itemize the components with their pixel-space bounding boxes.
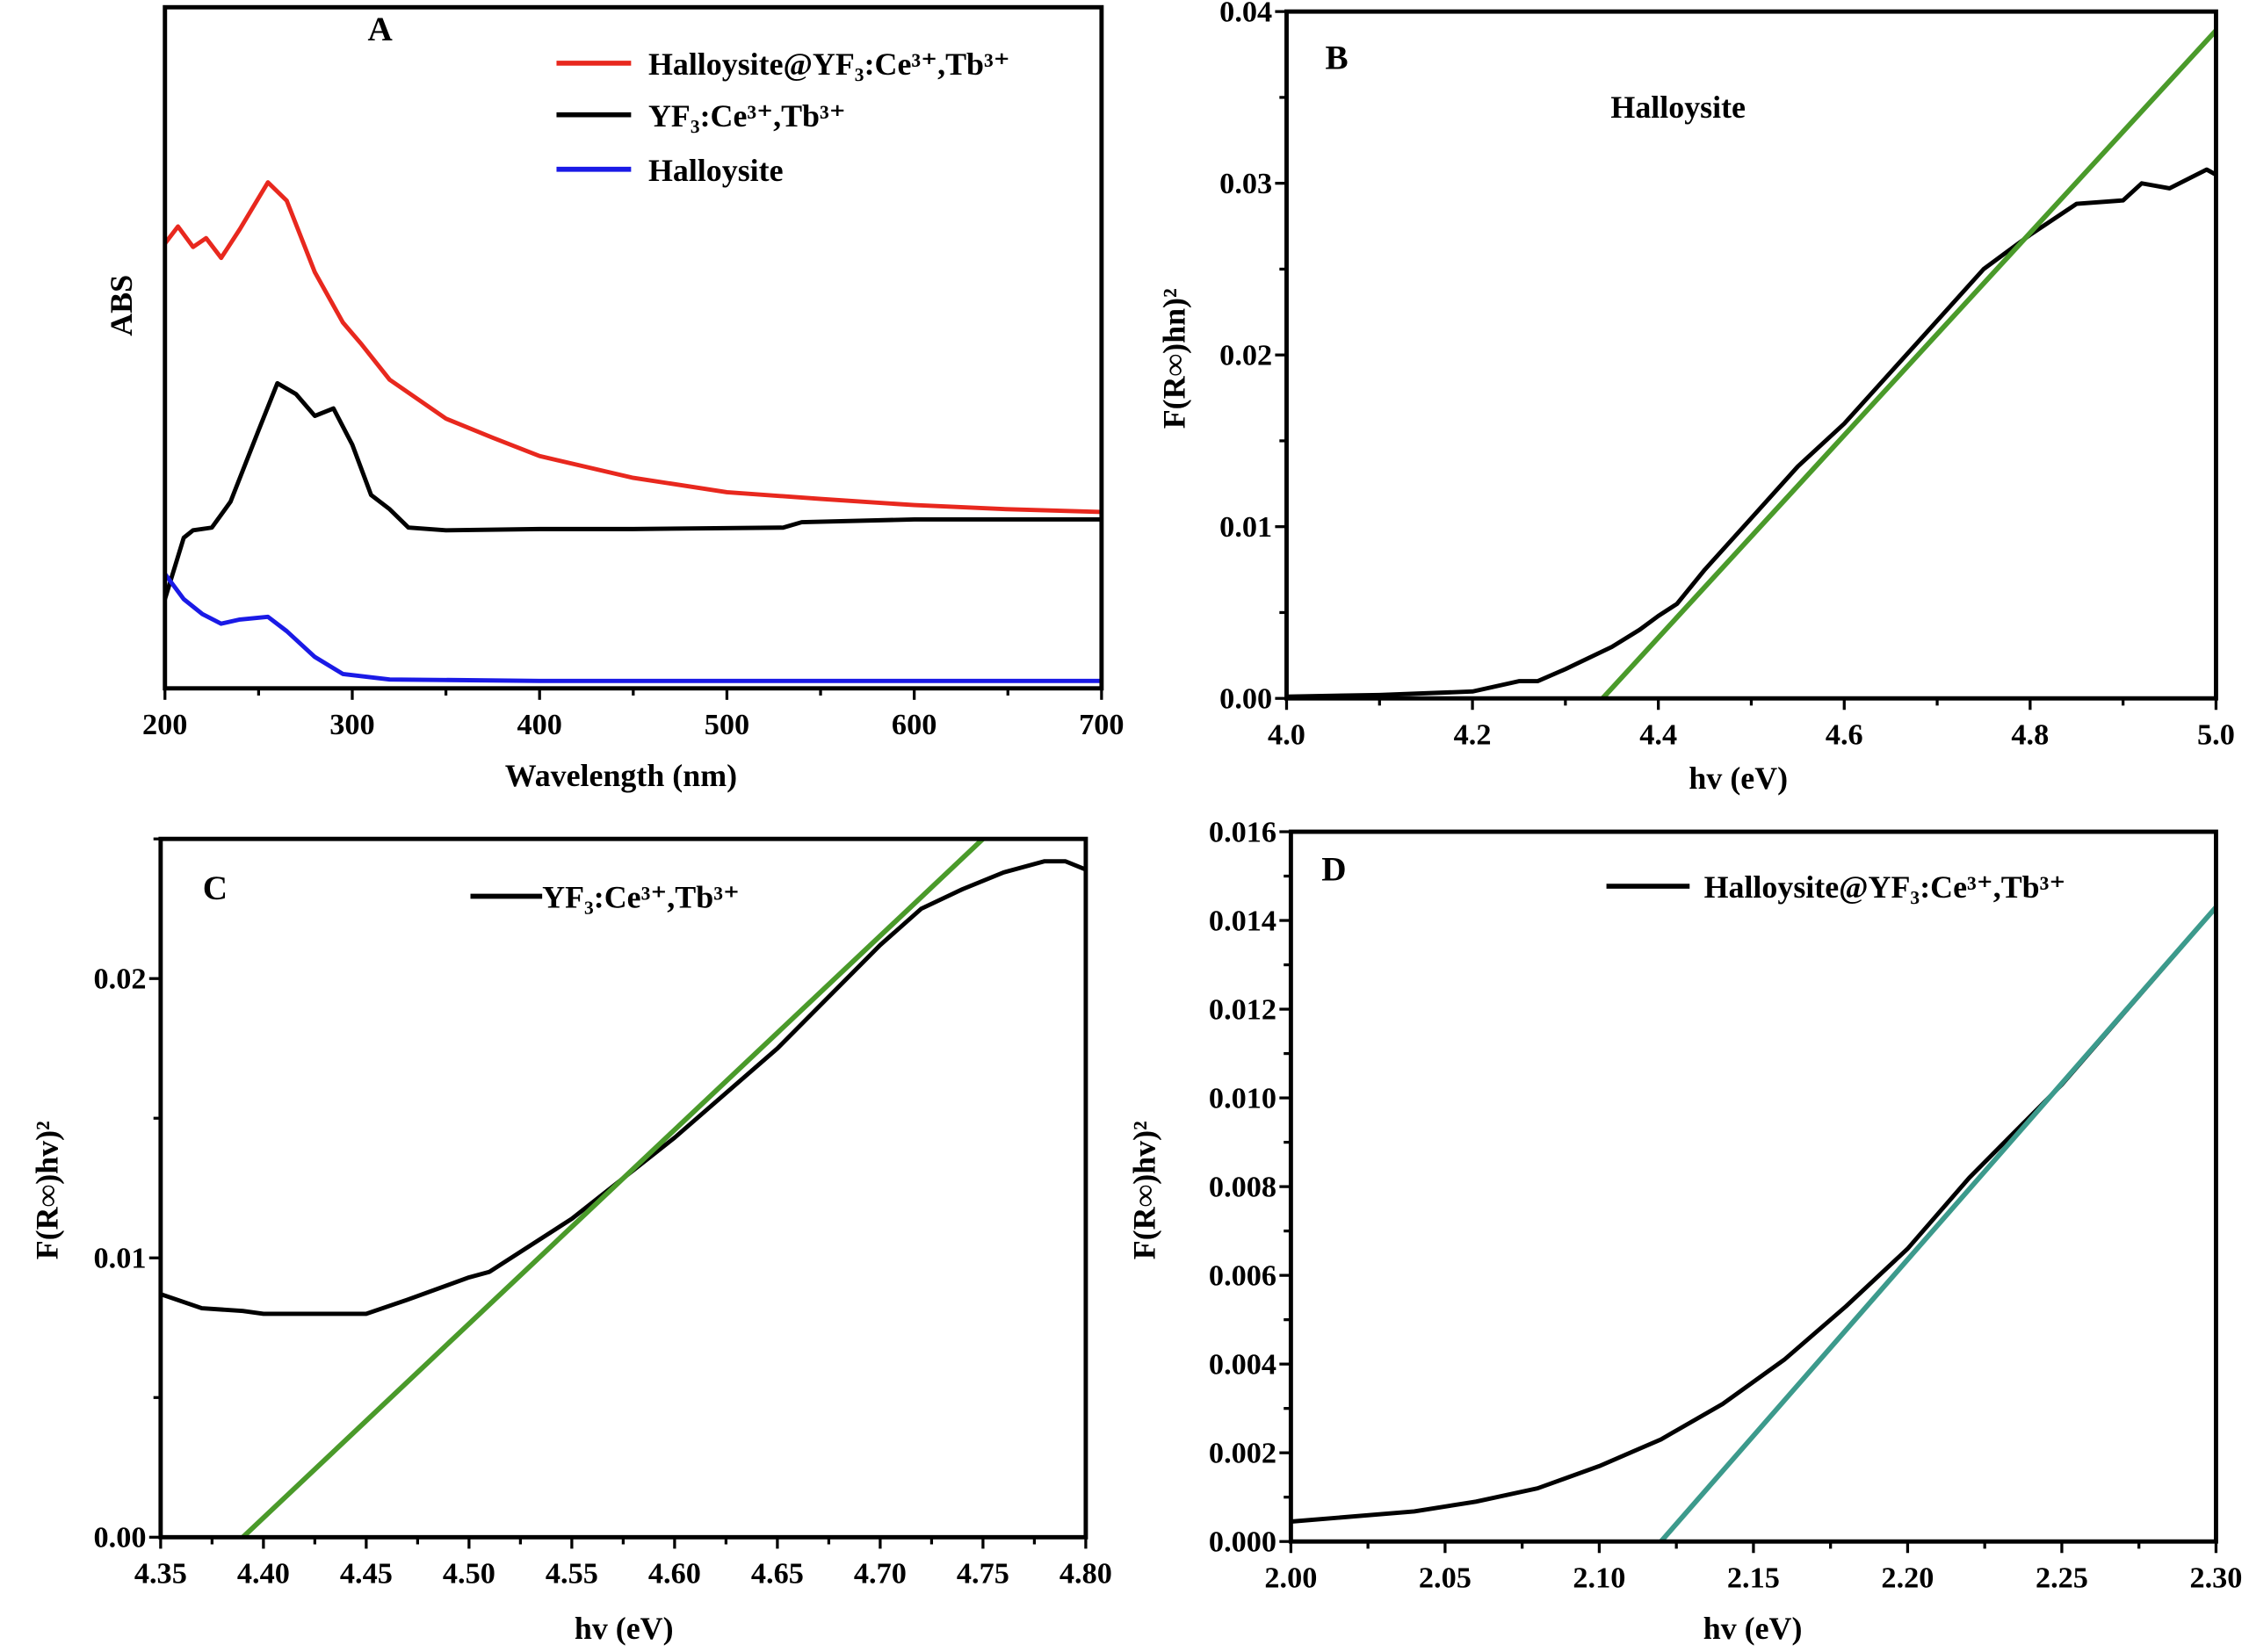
y-tick-label: 0.01 [94,1242,147,1275]
y-tick-label: 0.002 [1209,1437,1276,1470]
x-tick-label: 4.60 [648,1557,701,1591]
y-tick-label: 0.006 [1209,1259,1276,1293]
x-tick-label: 600 [892,708,936,741]
panel-c: 4.35 4.40 4.45 4.50 4.55 4.60 4.65 4.70 4.75 4.80… [29,836,1112,1646]
y-axis-title: F(R∞)hv)² [29,1121,64,1259]
x-tick-label: 4.40 [237,1557,290,1591]
y-tick-label: 0.02 [1219,339,1272,372]
series-line-2 [164,573,1102,683]
y-tick-label: 0.02 [94,963,147,996]
panel-letter: C [203,869,228,907]
fit-line [1659,905,2216,1542]
annotation: Halloysite [1610,90,1746,125]
x-tick-label: 500 [705,708,749,741]
y-tick-label: 0.008 [1209,1171,1276,1204]
legend-label: YF₃:Ce³⁺,Tb³⁺ [648,98,846,133]
plot-frame [1288,829,2218,1544]
x-tick-label: 4.6 [1826,718,1863,751]
y-tick-label: 0.000 [1209,1526,1276,1559]
x-tick-label: 2.30 [2189,1561,2242,1594]
x-tick-label: 2.20 [1881,1561,1934,1594]
panel-letter: D [1321,851,1346,889]
y-tick-label: 0.014 [1209,904,1276,937]
y-axis-title: F(R∞)hv)² [1126,1121,1161,1259]
y-tick-label: 0.010 [1209,1082,1276,1115]
panel-letter: A [368,11,393,48]
x-axis-title: hv (eV) [575,1611,674,1646]
x-tick-label: 4.35 [134,1557,187,1591]
y-axis-title: F(R∞)hn)² [1157,288,1192,429]
x-tick-label: 5.0 [2197,718,2235,751]
legend-label: YF₃:Ce³⁺,Tb³⁺ [542,880,740,915]
x-tick-label: 4.75 [957,1557,1009,1591]
x-tick-label: 4.8 [2011,718,2049,751]
x-tick-label: 400 [517,708,562,741]
data-line [1286,167,2216,699]
legend-label: Halloysite@YF₃:Ce³⁺,Tb³⁺ [1704,869,2066,905]
panel-d: 2.00 2.05 2.10 2.15 2.20 2.25 2.30 0.000 0.002 0.… [1126,815,2242,1646]
x-axis-title: hv (eV) [1703,1611,1803,1646]
x-axis-title: hv (eV) [1689,761,1788,796]
series-line-0 [164,180,1102,515]
fit-line [241,839,985,1538]
x-tick-label: 4.0 [1268,718,1305,751]
x-tick-label: 2.05 [1419,1561,1472,1594]
x-tick-label: 2.00 [1264,1561,1317,1594]
y-tick-label: 0.00 [1219,682,1272,716]
fit-line [1601,28,2216,699]
series-line-0 [160,859,1086,1317]
x-axis-title: Wavelength (nm) [505,758,737,793]
y-tick-label: 0.03 [1219,167,1272,200]
panel-letter: B [1326,39,1349,76]
series-line-1 [164,380,1102,600]
y-axis-title: ABS [104,275,139,336]
x-tick-label: 4.50 [443,1557,495,1591]
series-line-0 [1291,905,2216,1524]
y-tick-label: 0.00 [94,1521,147,1555]
x-tick-label: 4.55 [546,1557,598,1591]
x-tick-label: 700 [1079,708,1124,741]
panel-b: 4.0 4.2 4.4 4.6 4.8 5.0 0.00 0.01 0.02 0.03 0.04 hv… [1157,0,2235,796]
x-tick-label: 4.65 [751,1557,804,1591]
x-tick-label: 2.15 [1727,1561,1780,1594]
legend-label: Halloysite@YF₃:Ce³⁺,Tb³⁺ [648,47,1010,82]
x-tick-label: 4.80 [1059,1557,1112,1591]
y-tick-label: 0.01 [1219,510,1272,544]
x-tick-label: 4.2 [1454,718,1492,751]
x-tick-label: 4.4 [1639,718,1677,751]
plot-frame [163,4,1104,691]
y-tick-label: 0.004 [1209,1348,1276,1381]
x-tick-label: 2.10 [1573,1561,1625,1594]
y-tick-label: 0.012 [1209,993,1276,1027]
x-tick-label: 2.25 [2036,1561,2088,1594]
legend-label: Halloysite [648,153,784,188]
x-tick-label: 300 [329,708,374,741]
x-tick-label: 200 [142,708,187,741]
y-tick-label: 0.04 [1219,0,1272,29]
x-tick-label: 4.70 [854,1557,907,1591]
x-tick-label: 4.45 [340,1557,393,1591]
plot-frame [158,836,1088,1540]
plot-frame [1284,9,2218,701]
panel-a: 200 300 400 500 600 700 Wavelength (nm) ABS A Hal… [104,4,1124,793]
y-tick-label: 0.016 [1209,815,1276,848]
